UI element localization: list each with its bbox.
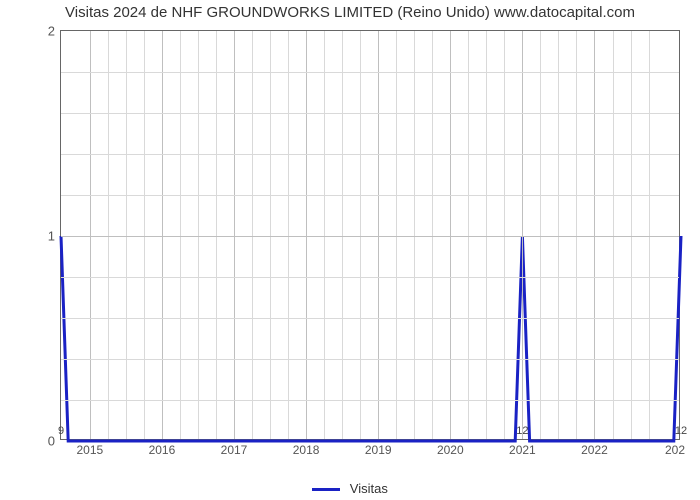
x-tick-label: 2015: [76, 439, 103, 457]
grid-line-vertical: [594, 31, 595, 439]
x-tick-label: 2017: [221, 439, 248, 457]
grid-line-vertical: [450, 31, 451, 439]
data-point-label: 12: [675, 425, 687, 437]
grid-line-vertical: [306, 31, 307, 439]
grid-line-horizontal-minor: [61, 359, 679, 360]
grid-line-vertical-minor: [396, 31, 397, 439]
grid-line-vertical-minor: [540, 31, 541, 439]
grid-line-vertical-minor: [558, 31, 559, 439]
grid-line-vertical-minor: [324, 31, 325, 439]
y-tick-label: 2: [48, 24, 61, 39]
chart-container: Visitas 2024 de NHF GROUNDWORKS LIMITED …: [0, 0, 700, 500]
x-tick-label: 202: [665, 439, 685, 457]
grid-line-vertical-minor: [198, 31, 199, 439]
grid-line-horizontal-minor: [61, 400, 679, 401]
grid-line-vertical: [522, 31, 523, 439]
x-tick-label: 2018: [293, 439, 320, 457]
grid-line-vertical-minor: [126, 31, 127, 439]
data-point-label: 9: [58, 425, 64, 437]
x-tick-label: 2020: [437, 439, 464, 457]
x-tick-label: 2019: [365, 439, 392, 457]
grid-line-vertical-minor: [468, 31, 469, 439]
grid-line-horizontal-minor: [61, 154, 679, 155]
grid-line-horizontal-minor: [61, 277, 679, 278]
grid-line-vertical-minor: [252, 31, 253, 439]
grid-line-vertical-minor: [613, 31, 614, 439]
y-tick-label: 1: [48, 229, 61, 244]
grid-line-vertical-minor: [504, 31, 505, 439]
grid-line-vertical-minor: [432, 31, 433, 439]
grid-line-vertical-minor: [360, 31, 361, 439]
legend: Visitas: [0, 481, 700, 496]
grid-line-vertical-minor: [631, 31, 632, 439]
grid-line-vertical-minor: [270, 31, 271, 439]
grid-line-horizontal-minor: [61, 72, 679, 73]
grid-line-vertical-minor: [486, 31, 487, 439]
data-point-label: 12: [516, 425, 528, 437]
grid-line-horizontal-minor: [61, 318, 679, 319]
grid-line-vertical-minor: [180, 31, 181, 439]
grid-line-vertical: [378, 31, 379, 439]
chart-title: Visitas 2024 de NHF GROUNDWORKS LIMITED …: [0, 4, 700, 21]
grid-line-vertical-minor: [288, 31, 289, 439]
grid-line-vertical-minor: [216, 31, 217, 439]
grid-line-vertical-minor: [414, 31, 415, 439]
plot-area: 2015201620172018201920202021202220201291…: [60, 30, 680, 440]
grid-line-vertical: [162, 31, 163, 439]
grid-line-vertical-minor: [576, 31, 577, 439]
grid-line-vertical-minor: [342, 31, 343, 439]
grid-line-vertical-minor: [108, 31, 109, 439]
grid-line-horizontal-minor: [61, 195, 679, 196]
grid-line-horizontal-minor: [61, 113, 679, 114]
grid-line-vertical-minor: [649, 31, 650, 439]
grid-line-horizontal: [61, 236, 679, 237]
grid-line-vertical: [234, 31, 235, 439]
grid-line-vertical-minor: [144, 31, 145, 439]
legend-swatch: [312, 488, 340, 491]
x-tick-label: 2022: [581, 439, 608, 457]
x-tick-label: 2021: [509, 439, 536, 457]
legend-label: Visitas: [350, 481, 388, 496]
x-tick-label: 2016: [149, 439, 176, 457]
grid-line-vertical: [90, 31, 91, 439]
